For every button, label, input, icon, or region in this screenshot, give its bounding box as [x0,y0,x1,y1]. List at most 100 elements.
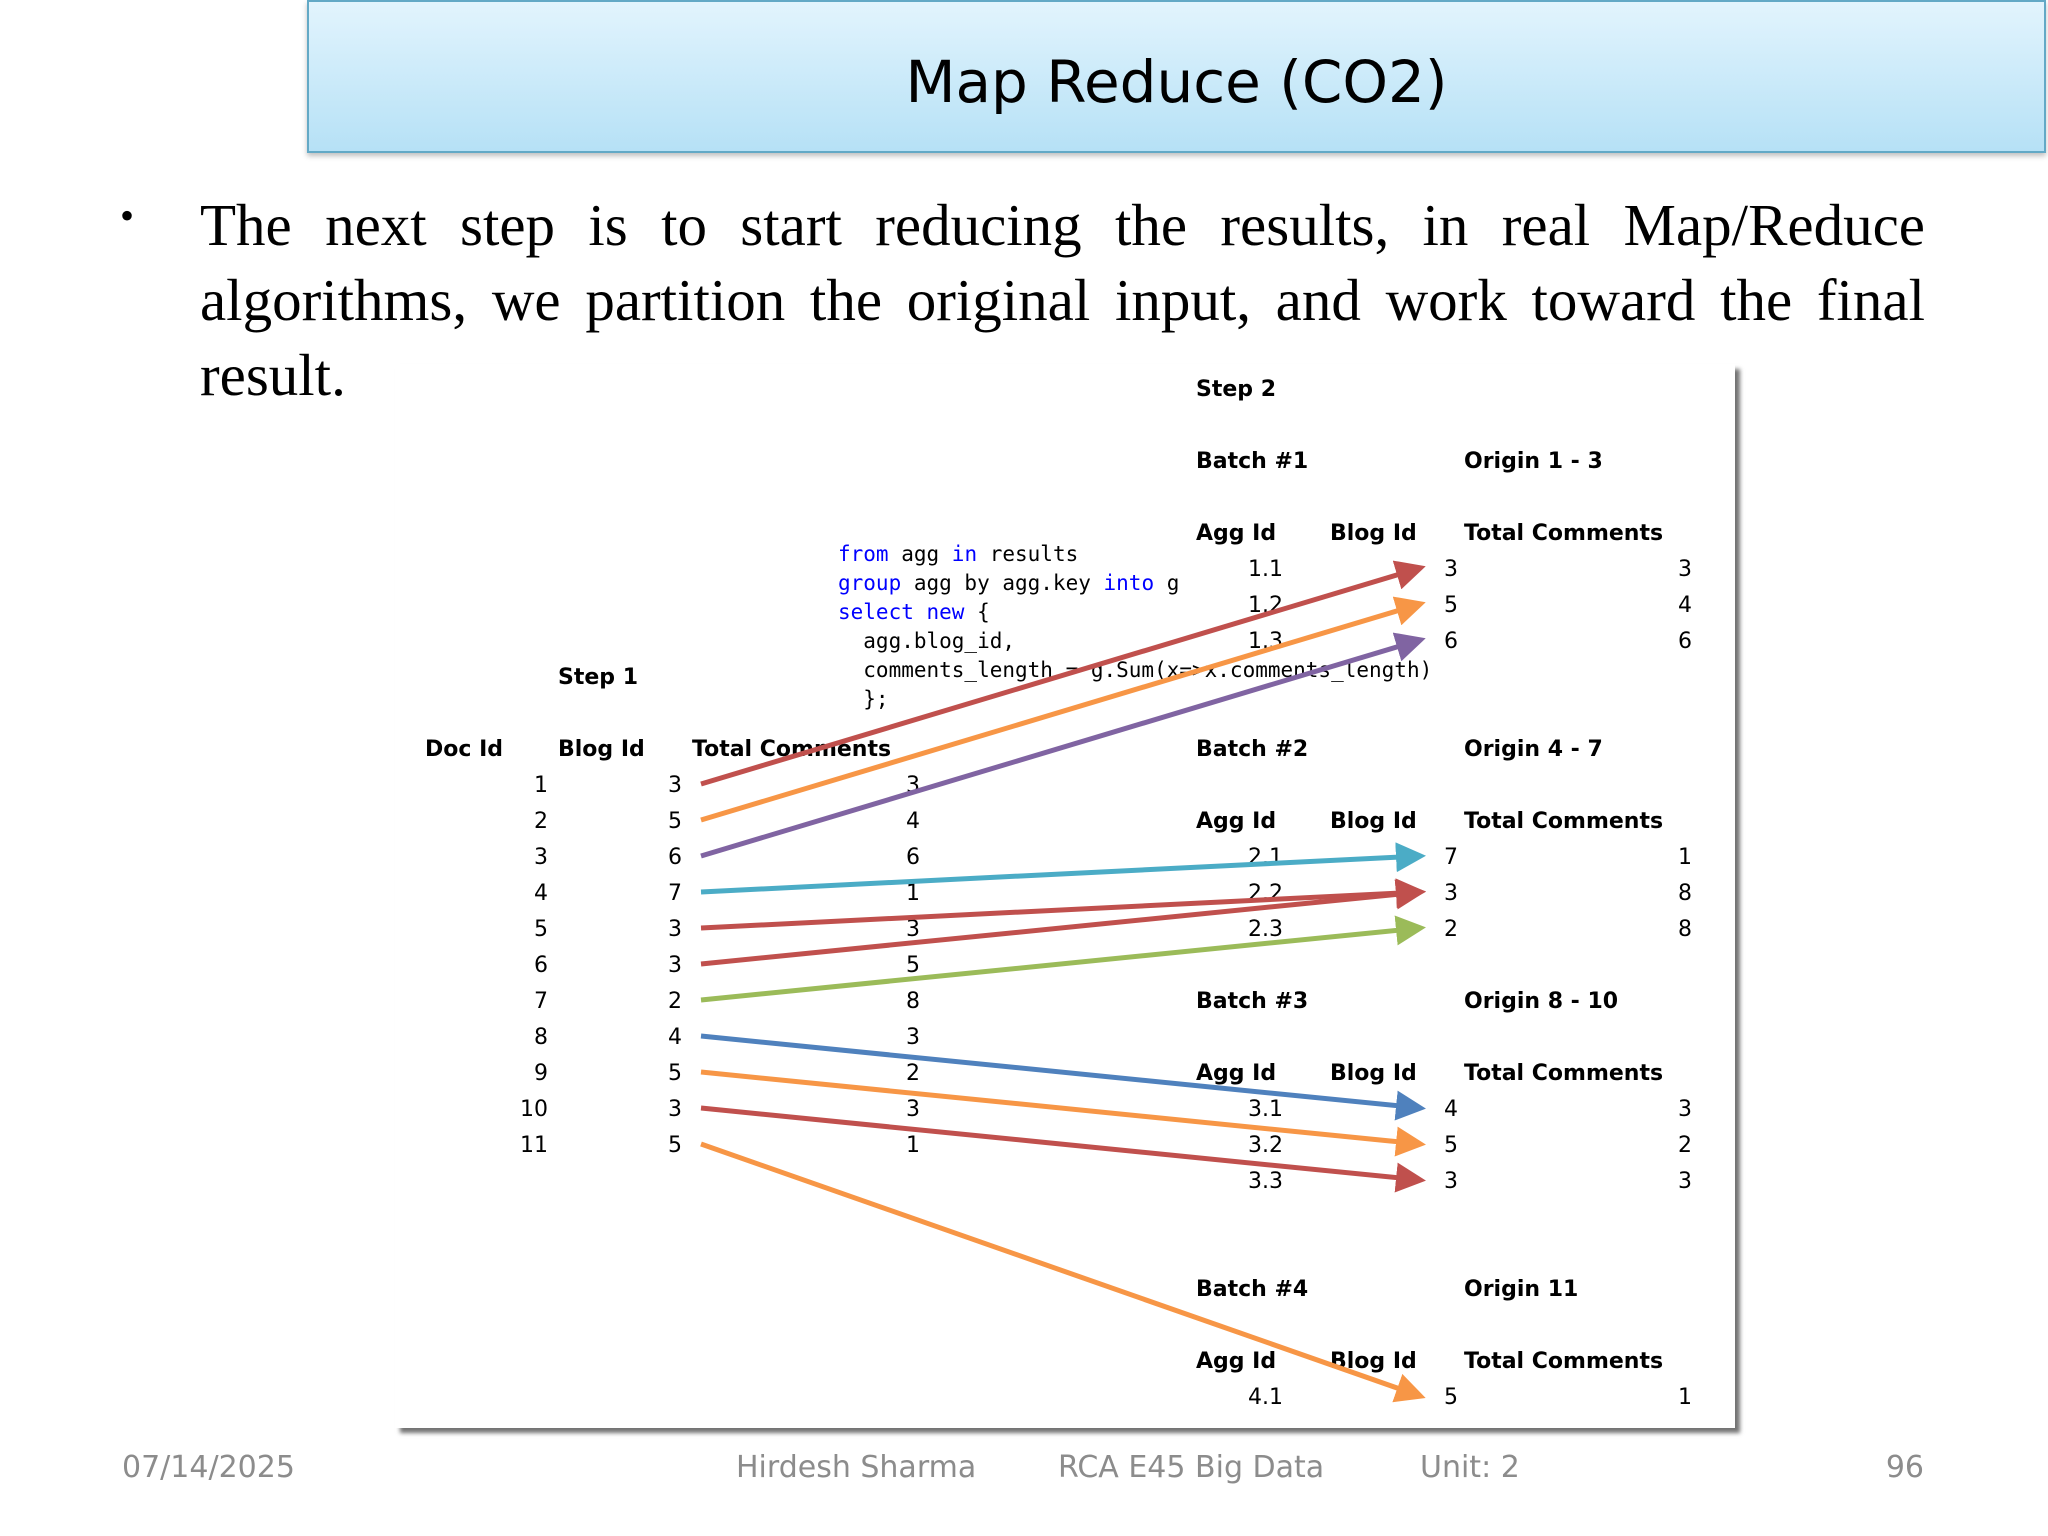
step1-label: Step 1 [558,665,638,690]
step2-blog-id: 6 [1444,629,1458,654]
step2-header-total-comments: Total Comments [1464,1349,1663,1374]
step2-label: Step 2 [1196,377,1276,402]
step2-total-comments: 8 [1678,917,1692,942]
step1-doc-id: 6 [534,953,548,978]
mapping-arrow [700,1141,1426,1403]
step1-total-comments: 1 [906,1133,920,1158]
mapping-arrow [700,596,1426,823]
step1-doc-id: 8 [534,1025,548,1050]
step2-agg-id: 3.3 [1248,1169,1283,1194]
step1-header-blog-id: Blog Id [558,737,645,762]
code-token: g [1154,571,1179,595]
step2-total-comments: 1 [1678,845,1692,870]
step1-total-comments: 3 [906,1097,920,1122]
code-token: comments_length = g.Sum(x=>x.comments_le… [838,658,1432,682]
batch-label: Batch #1 [1196,449,1308,474]
step2-total-comments: 1 [1678,1385,1692,1410]
mapping-arrow [700,1069,1426,1157]
step1-blog-id: 2 [668,989,682,1014]
code-token: results [977,542,1078,566]
batch-label: Batch #4 [1196,1277,1308,1302]
step2-blog-id: 3 [1444,881,1458,906]
code-token: agg.blog_id, [838,629,1015,653]
step2-header-blog-id: Blog Id [1330,1061,1417,1086]
step2-agg-id: 3.1 [1248,1097,1283,1122]
batch-origin: Origin 1 - 3 [1464,449,1603,474]
step2-header-agg-id: Agg Id [1196,1349,1276,1374]
step1-total-comments: 3 [906,917,920,942]
mapping-arrow [700,560,1426,787]
step1-blog-id: 7 [668,881,682,906]
batch-origin: Origin 11 [1464,1277,1578,1302]
title-banner: Map Reduce (CO2) [307,0,2046,153]
code-token: select [838,600,914,624]
step2-total-comments: 3 [1678,1097,1692,1122]
step1-doc-id: 1 [534,773,548,798]
mapping-arrow [700,842,1426,895]
bullet-marker: • [120,193,135,238]
code-token: group [838,571,901,595]
step2-total-comments: 8 [1678,881,1692,906]
footer-date: 07/14/2025 [122,1450,295,1485]
step1-total-comments: 8 [906,989,920,1014]
batch-label: Batch #3 [1196,989,1308,1014]
linq-code-line: group agg by agg.key into g [838,571,1179,595]
code-token: }; [838,687,889,711]
step1-total-comments: 5 [906,953,920,978]
code-token: { [964,600,989,624]
step1-blog-id: 5 [668,1061,682,1086]
step1-blog-id: 5 [668,809,682,834]
step2-header-blog-id: Blog Id [1330,521,1417,546]
step2-blog-id: 5 [1444,1133,1458,1158]
step1-doc-id: 5 [534,917,548,942]
mapping-arrow [700,879,1426,967]
footer-unit: Unit: 2 [1420,1450,1520,1485]
bullet-text: The next step is to start reducing the r… [200,192,1925,406]
footer-author: Hirdesh Sharma [736,1450,977,1485]
step2-agg-id: 4.1 [1248,1385,1283,1410]
code-token: new [927,600,965,624]
step1-doc-id: 11 [520,1133,548,1158]
step1-doc-id: 10 [520,1097,548,1122]
step2-header-agg-id: Agg Id [1196,1061,1276,1086]
linq-code-line: }; [838,687,889,711]
linq-code-line: select new { [838,600,990,624]
slide-title: Map Reduce (CO2) [905,48,1448,116]
step1-total-comments: 2 [906,1061,920,1086]
mapping-arrow [700,878,1426,931]
step1-doc-id: 9 [534,1061,548,1086]
mapping-arrow [700,1105,1426,1193]
step1-header-doc-id: Doc Id [425,737,503,762]
step2-agg-id: 1.1 [1248,557,1283,582]
step2-total-comments: 3 [1678,557,1692,582]
step2-blog-id: 3 [1444,1169,1458,1194]
step2-total-comments: 6 [1678,629,1692,654]
batch-origin: Origin 4 - 7 [1464,737,1603,762]
linq-code-line: comments_length = g.Sum(x=>x.comments_le… [838,658,1432,682]
step2-blog-id: 5 [1444,1385,1458,1410]
code-token: agg [889,542,952,566]
batch-label: Batch #2 [1196,737,1308,762]
step2-agg-id: 3.2 [1248,1133,1283,1158]
code-token [914,600,927,624]
step2-agg-id: 2.3 [1248,917,1283,942]
step1-blog-id: 3 [668,1097,682,1122]
step2-blog-id: 3 [1444,557,1458,582]
step1-total-comments: 3 [906,1025,920,1050]
footer-page-number: 96 [1885,1450,1924,1485]
step2-header-blog-id: Blog Id [1330,809,1417,834]
step2-total-comments: 4 [1678,593,1692,618]
step2-blog-id: 7 [1444,845,1458,870]
step2-header-total-comments: Total Comments [1464,809,1663,834]
linq-code-line: agg.blog_id, [838,629,1015,653]
code-token: in [952,542,977,566]
linq-code-line: from agg in results [838,542,1078,566]
step1-doc-id: 3 [534,845,548,870]
map-reduce-diagram: Step 1 Doc Id Blog Id Total Comments 1 3 3 2 5 4 3… [425,377,1692,1410]
code-token: from [838,542,889,566]
step2-header-agg-id: Agg Id [1196,521,1276,546]
step1-blog-id: 3 [668,953,682,978]
step1-blog-id: 6 [668,845,682,870]
step2-header-total-comments: Total Comments [1464,1061,1663,1086]
batch-origin: Origin 8 - 10 [1464,989,1618,1014]
